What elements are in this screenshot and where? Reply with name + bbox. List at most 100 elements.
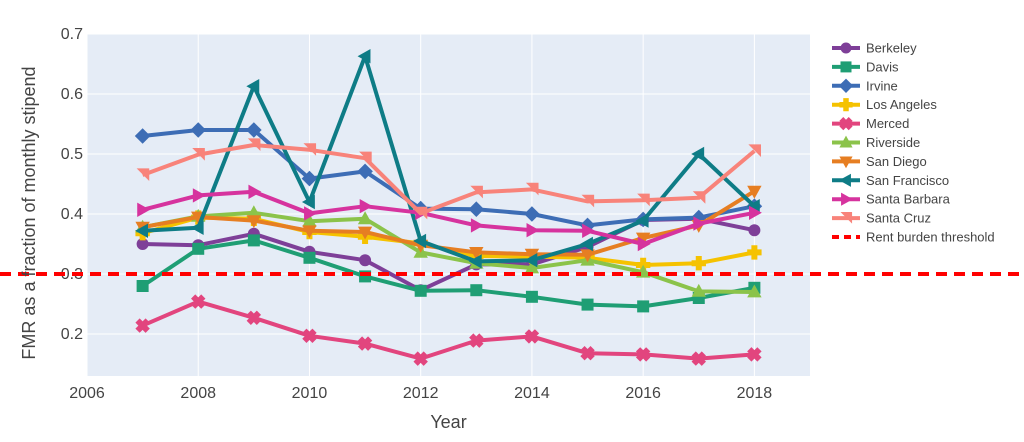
data-point-santa-barbara xyxy=(526,223,540,238)
x-tick-label: 2018 xyxy=(737,385,773,402)
legend-item-san-diego[interactable]: San Diego xyxy=(832,154,927,169)
legend-label: San Francisco xyxy=(866,173,949,188)
x-tick-label: 2012 xyxy=(403,385,439,402)
legend-item-berkeley[interactable]: Berkeley xyxy=(832,41,917,56)
data-point-san-francisco xyxy=(190,220,204,235)
data-point-irvine xyxy=(468,201,485,217)
legend-item-davis[interactable]: Davis xyxy=(832,59,899,74)
data-point-santa-cruz xyxy=(637,193,650,207)
data-point-merced xyxy=(413,351,428,366)
data-point-davis xyxy=(581,298,594,311)
series-san-francisco[interactable] xyxy=(135,49,760,269)
data-point-san-diego xyxy=(469,247,484,260)
legend-item-santa-cruz[interactable]: Santa Cruz xyxy=(832,211,931,226)
data-point-santa-cruz xyxy=(748,144,761,157)
data-point-santa-cruz xyxy=(359,151,372,165)
legend-item-riverside[interactable]: Riverside xyxy=(832,135,920,150)
data-point-santa-barbara xyxy=(304,206,317,221)
legend-label: Davis xyxy=(866,59,899,74)
data-point-davis xyxy=(192,242,205,255)
data-point-santa-cruz xyxy=(470,185,483,199)
x-tick-label: 2008 xyxy=(180,385,216,402)
data-point-davis xyxy=(525,290,538,303)
data-point-davis xyxy=(414,284,427,297)
data-point-santa-cruz xyxy=(303,143,317,156)
data-point-santa-barbara xyxy=(693,216,707,231)
data-point-santa-cruz xyxy=(247,138,261,151)
legend-label: Santa Barbara xyxy=(866,192,951,207)
y-tick-label: 0.4 xyxy=(61,206,83,223)
legend-item-rent-burden-threshold[interactable]: Rent burden threshold xyxy=(832,230,995,245)
legend-marker xyxy=(840,42,852,54)
data-point-santa-barbara xyxy=(359,199,373,214)
x-tick-label: 2014 xyxy=(514,385,550,402)
series-merced[interactable] xyxy=(132,291,764,368)
data-point-san-francisco xyxy=(691,146,705,162)
legend-label: Irvine xyxy=(866,78,898,93)
data-point-riverside xyxy=(691,283,706,297)
data-point-merced xyxy=(246,310,262,326)
legend-item-irvine[interactable]: Irvine xyxy=(832,78,898,93)
data-point-santa-cruz xyxy=(414,206,428,220)
legend-marker xyxy=(838,78,854,93)
series-line-san-diego xyxy=(142,189,756,257)
series-line-merced xyxy=(141,299,755,361)
data-point-merced xyxy=(580,345,595,361)
legend-item-merced[interactable]: Merced xyxy=(832,114,909,133)
legend-item-los-angeles[interactable]: Los Angeles xyxy=(832,97,937,112)
legend-marker xyxy=(839,156,853,169)
legend-marker xyxy=(840,61,852,73)
series-line-irvine xyxy=(142,128,755,228)
data-point-santa-barbara xyxy=(637,236,651,252)
data-point-riverside xyxy=(302,213,317,227)
data-point-san-diego xyxy=(580,249,595,263)
legend-marker xyxy=(839,173,851,187)
y-tick-label: 0.5 xyxy=(61,146,83,163)
legend-item-santa-barbara[interactable]: Santa Barbara xyxy=(832,192,951,207)
legend-label: Merced xyxy=(866,116,909,131)
data-point-los-angeles xyxy=(747,245,762,260)
data-point-san-francisco xyxy=(580,236,593,252)
data-point-santa-barbara xyxy=(137,202,151,217)
data-point-santa-barbara xyxy=(748,205,762,220)
data-point-san-diego xyxy=(246,215,262,229)
data-point-davis xyxy=(470,284,483,297)
legend-marker xyxy=(839,135,853,148)
series-layer xyxy=(132,49,764,368)
data-point-irvine xyxy=(357,163,373,180)
data-point-berkeley xyxy=(359,254,372,267)
data-point-los-angeles xyxy=(691,256,706,271)
data-point-irvine xyxy=(524,206,540,222)
data-point-san-francisco xyxy=(135,223,149,238)
data-point-san-francisco xyxy=(468,254,482,269)
data-point-santa-barbara xyxy=(582,223,596,238)
y-axis-title: FMR as a fraction of monthly stipend xyxy=(19,66,39,359)
data-point-merced xyxy=(469,333,484,348)
x-axis-title: Year xyxy=(430,412,466,432)
y-tick-label: 0.3 xyxy=(61,266,83,283)
series-line-san-francisco xyxy=(142,54,756,264)
axis-ticks: 2006 2008 2010 2012 2014 2016 2018 0.2 0.3 0.4 0.5… xyxy=(61,26,773,402)
data-point-riverside xyxy=(246,205,262,219)
data-point-berkeley xyxy=(748,224,761,237)
series-line-santa-cruz xyxy=(141,143,756,216)
data-point-davis xyxy=(637,300,650,313)
data-point-san-francisco xyxy=(413,233,427,249)
legend-label: Santa Cruz xyxy=(866,211,931,226)
data-point-san-francisco xyxy=(246,79,260,94)
data-point-san-diego xyxy=(357,226,373,240)
data-point-santa-cruz xyxy=(192,148,205,161)
legend-label: Berkeley xyxy=(866,41,917,56)
x-tick-label: 2016 xyxy=(625,385,661,402)
data-point-santa-barbara xyxy=(192,188,206,203)
y-tick-label: 0.2 xyxy=(61,326,83,343)
series-santa-cruz[interactable] xyxy=(136,138,761,220)
data-point-santa-cruz xyxy=(136,168,150,181)
legend-label: Rent burden threshold xyxy=(866,230,995,245)
legend[interactable]: Berkeley Davis Irvine Los Angeles Merced Rive… xyxy=(832,41,995,245)
data-point-davis xyxy=(247,234,260,247)
data-point-san-francisco xyxy=(746,199,760,214)
data-point-merced xyxy=(191,294,206,309)
legend-item-san-francisco[interactable]: San Francisco xyxy=(832,173,949,188)
